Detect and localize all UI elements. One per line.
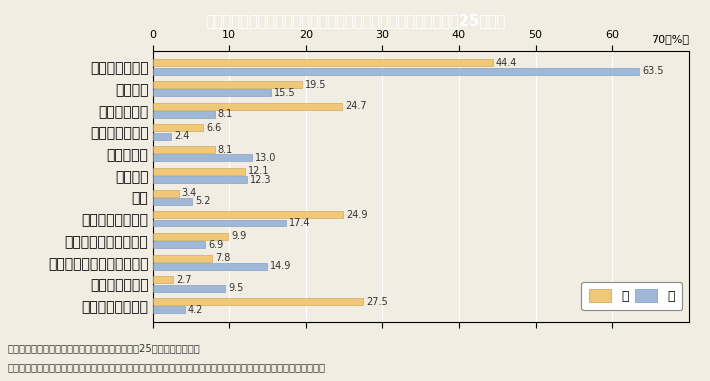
Bar: [153, 146, 214, 153]
Text: 2.4: 2.4: [174, 131, 190, 141]
Bar: [153, 219, 286, 226]
Text: Ｉ－４－４図　婚姻関係事件における申立ての動機別割合（平成25年度）: Ｉ－４－４図 婚姻関係事件における申立ての動機別割合（平成25年度）: [204, 13, 506, 28]
Text: 7.8: 7.8: [215, 253, 231, 263]
Bar: [153, 67, 639, 75]
Bar: [153, 276, 173, 283]
Bar: [153, 211, 344, 218]
Bar: [153, 111, 214, 118]
Bar: [153, 89, 271, 96]
Bar: [153, 176, 247, 183]
Text: 12.1: 12.1: [248, 166, 270, 176]
Bar: [153, 154, 252, 161]
Text: （備考）１．最高裁判所「司法統計年報」（平成25年度）より作成。: （備考）１．最高裁判所「司法統計年報」（平成25年度）より作成。: [7, 343, 200, 353]
Text: 19.5: 19.5: [305, 80, 327, 90]
Bar: [153, 103, 342, 110]
Legend: 妻, 夫: 妻, 夫: [581, 282, 682, 310]
Text: 6.9: 6.9: [209, 240, 224, 250]
Text: 17.4: 17.4: [289, 218, 310, 228]
Bar: [153, 190, 179, 197]
Text: ２．申立ての動機は，申立人の言う動機のうち主なものを３個まで挙げる方法で調査し，重複集計したもの。: ２．申立ての動機は，申立人の言う動機のうち主なものを３個まで挙げる方法で調査し，…: [7, 362, 325, 372]
Bar: [153, 125, 203, 131]
Text: 9.5: 9.5: [229, 283, 244, 293]
Text: 2.7: 2.7: [176, 275, 192, 285]
Text: 15.5: 15.5: [274, 88, 296, 98]
Text: 27.5: 27.5: [366, 296, 388, 307]
Bar: [153, 255, 212, 262]
Text: 44.4: 44.4: [496, 58, 517, 68]
Bar: [153, 306, 185, 313]
Bar: [153, 81, 302, 88]
Text: 8.1: 8.1: [218, 109, 233, 120]
Text: 9.9: 9.9: [231, 231, 247, 242]
Text: 12.3: 12.3: [250, 174, 271, 184]
Bar: [153, 233, 229, 240]
Bar: [153, 285, 225, 291]
Bar: [153, 263, 267, 270]
Text: 14.9: 14.9: [270, 261, 291, 271]
Bar: [153, 133, 171, 140]
Text: 6.6: 6.6: [207, 123, 222, 133]
Text: 5.2: 5.2: [195, 196, 211, 206]
Text: 13.0: 13.0: [256, 153, 277, 163]
Text: 3.4: 3.4: [182, 188, 197, 198]
Text: 63.5: 63.5: [642, 66, 663, 76]
Bar: [153, 298, 364, 305]
Text: 24.7: 24.7: [345, 101, 366, 111]
Text: 70（%）: 70（%）: [650, 34, 689, 44]
Text: 4.2: 4.2: [188, 305, 203, 315]
Bar: [153, 59, 493, 66]
Text: 24.9: 24.9: [346, 210, 368, 220]
Bar: [153, 241, 205, 248]
Bar: [153, 168, 246, 175]
Bar: [153, 198, 192, 205]
Text: 8.1: 8.1: [218, 145, 233, 155]
